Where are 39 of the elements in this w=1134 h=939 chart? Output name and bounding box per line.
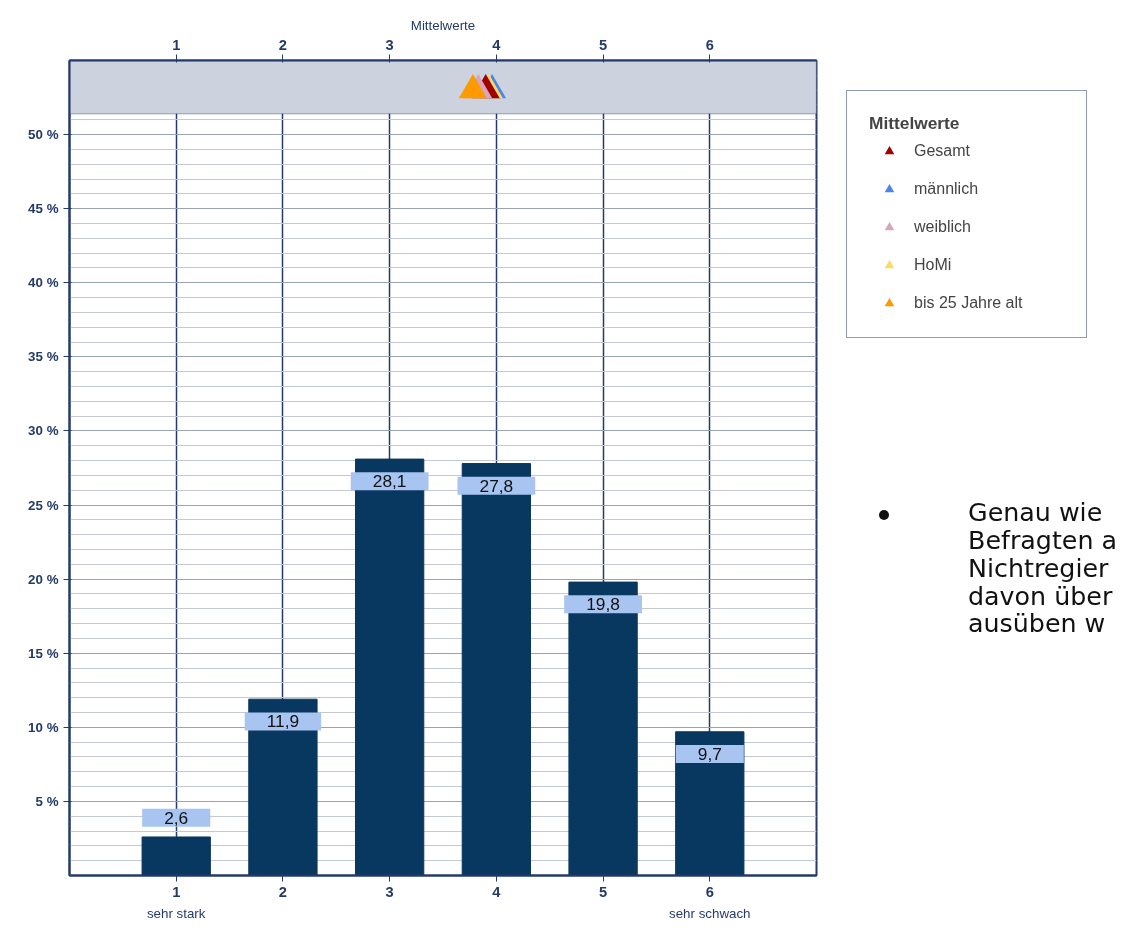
y-tick-label: 20 % (28, 571, 59, 587)
x-tick-label: 6 (705, 36, 714, 53)
x-tick-label: 1 (172, 36, 181, 53)
y-tick-label: 15 % (28, 645, 59, 661)
x2-axis-title: Mittelwerte (410, 17, 476, 33)
x-tick-label: 4 (492, 36, 502, 53)
data-label: 9,7 (697, 743, 722, 764)
x-tick-label: 2 (278, 36, 288, 53)
text: sehr schwach (669, 905, 751, 921)
y-tick-label: 10 % (28, 719, 59, 735)
bar (141, 836, 211, 876)
text: Genau wie Befragten a Nichtregier davon über ausüben w (968, 497, 1118, 639)
legend-label: weiblich (914, 218, 972, 236)
legend-label: männlich (914, 180, 980, 198)
y-tick-label: 35 % (28, 349, 59, 365)
y-tick-label: 5 % (35, 793, 59, 809)
legend-label: HoMi (914, 256, 953, 274)
text: sehr stark (146, 905, 206, 921)
y-tick-label: 45 % (28, 201, 59, 217)
data-label: 11,9 (266, 711, 300, 732)
legend-title: Mittelwerte (869, 113, 961, 134)
x-tick-label: 3 (385, 36, 394, 53)
x2-tick-label: 5 (599, 883, 608, 900)
legend-label: bis 25 Jahre alt (914, 294, 1024, 312)
legend-label: Gesamt (914, 142, 971, 160)
x2-tick-label: 3 (385, 883, 394, 900)
data-label: 28,1 (372, 471, 407, 492)
data-label: 2,6 (164, 807, 189, 828)
y-tick-label: 25 % (28, 497, 59, 513)
data-label: 19,8 (586, 594, 620, 615)
x2-tick-label: 1 (172, 883, 181, 900)
y-tick-label: 40 % (28, 275, 59, 291)
y-tick-label: 30 % (28, 423, 59, 439)
x-tick-label: 5 (599, 36, 608, 53)
data-label: 27,8 (479, 475, 514, 496)
y-tick-label: 50 % (28, 127, 59, 143)
x2-tick-label: 4 (492, 883, 502, 900)
x2-tick-label: 6 (705, 883, 714, 900)
x2-tick-label: 2 (278, 883, 288, 900)
